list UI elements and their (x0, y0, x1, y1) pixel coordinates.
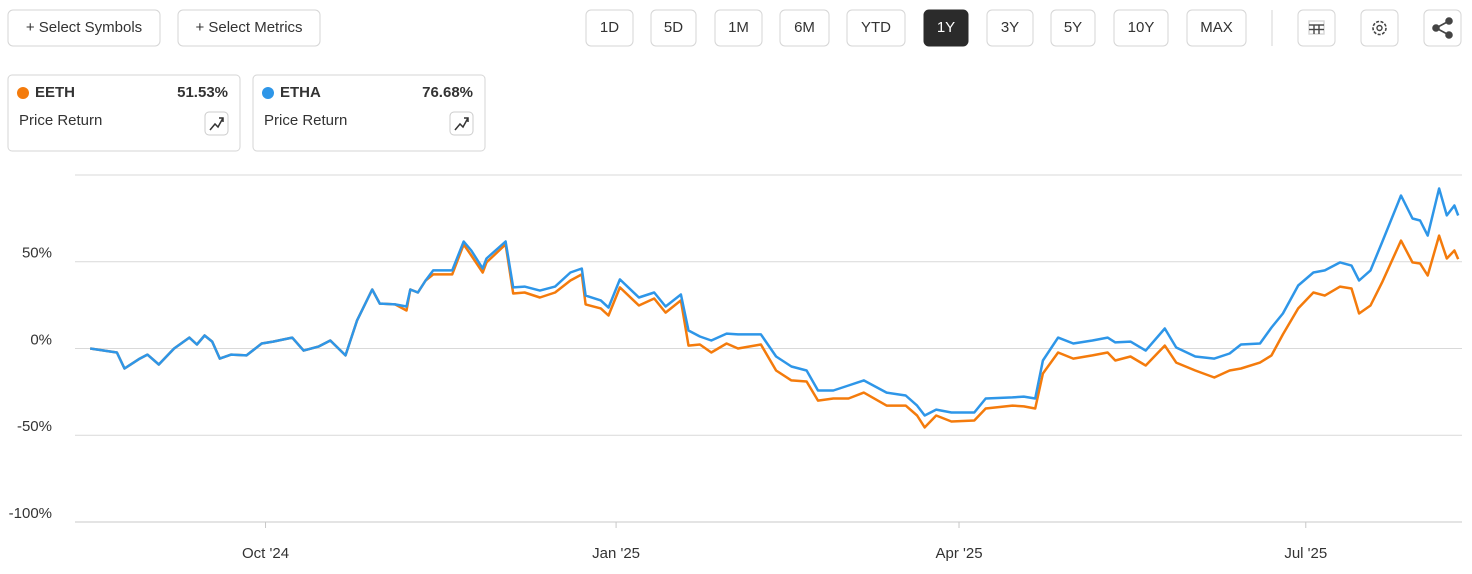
button-label: + Select Metrics (195, 19, 302, 36)
button-frame (1186, 9, 1247, 47)
x-tick-label: Apr '25 (935, 545, 982, 562)
legend-card: ETHA 76.68% Price Return (252, 74, 486, 152)
button-label: 3Y (1001, 19, 1019, 36)
y-tick-label: 0% (30, 331, 52, 348)
button-label: 10Y (1128, 19, 1155, 36)
legend-return: 76.68% (422, 84, 473, 101)
legend-dot (17, 87, 29, 99)
button-frame (650, 9, 697, 47)
x-tick-label: Jan '25 (592, 545, 640, 562)
y-tick-label: 50% (22, 245, 52, 262)
button-frame (585, 9, 634, 47)
settings-button[interactable] (1360, 9, 1399, 47)
range-button[interactable]: 5Y (1050, 9, 1096, 47)
legend-name: EETH (35, 84, 75, 101)
series-line (90, 234, 1460, 429)
action-button[interactable]: + Select Metrics (177, 9, 321, 47)
legend-dot (262, 87, 274, 99)
trend-icon-button[interactable] (449, 111, 474, 136)
range-button[interactable]: 5D (650, 9, 697, 47)
card-frame (7, 74, 241, 152)
button-frame (779, 9, 830, 47)
button-label: 5Y (1064, 19, 1082, 36)
range-button[interactable]: 6M (779, 9, 830, 47)
x-tick-label: Oct '24 (242, 545, 289, 562)
button-label: YTD (861, 19, 891, 36)
legend-return: 51.53% (177, 84, 228, 101)
icon-frame (449, 111, 474, 136)
button-label: 1Y (937, 19, 955, 36)
range-button[interactable]: 3Y (986, 9, 1034, 47)
share-button[interactable] (1423, 9, 1462, 47)
range-button[interactable]: 10Y (1113, 9, 1169, 47)
trend-arrow (219, 117, 224, 122)
button-frame (1050, 9, 1096, 47)
legend-name: ETHA (280, 84, 321, 101)
icon-frame (204, 111, 229, 136)
y-tick-label: -50% (17, 418, 52, 435)
legend-card: EETH 51.53% Price Return (7, 74, 241, 152)
trend-arrow (464, 117, 469, 122)
button-label: MAX (1200, 19, 1233, 36)
range-button[interactable]: YTD (846, 9, 906, 47)
button-label: 5D (664, 19, 683, 36)
legend-metric: Price Return (264, 112, 347, 129)
y-tick-label: -100% (9, 505, 52, 522)
range-button[interactable]: 1Y (923, 9, 969, 47)
range-button[interactable]: 1D (585, 9, 634, 47)
button-frame (986, 9, 1034, 47)
button-label: 6M (794, 19, 815, 36)
action-button[interactable]: + Select Symbols (7, 9, 161, 47)
button-frame (923, 9, 969, 47)
button-frame (177, 9, 321, 47)
button-label: + Select Symbols (26, 19, 142, 36)
button-frame (7, 9, 161, 47)
button-frame (1113, 9, 1169, 47)
range-button[interactable]: 1M (714, 9, 763, 47)
trend-icon-button[interactable] (204, 111, 229, 136)
x-tick-label: Jul '25 (1284, 545, 1327, 562)
trend-icon (209, 117, 224, 131)
button-label: 1D (600, 19, 619, 36)
range-button[interactable]: MAX (1186, 9, 1247, 47)
button-label: 1M (728, 19, 749, 36)
series-line (90, 187, 1460, 417)
button-frame (714, 9, 763, 47)
trend-icon (454, 117, 469, 131)
table-button[interactable] (1297, 9, 1336, 47)
card-frame (252, 74, 486, 152)
legend-metric: Price Return (19, 112, 102, 129)
button-frame (846, 9, 906, 47)
